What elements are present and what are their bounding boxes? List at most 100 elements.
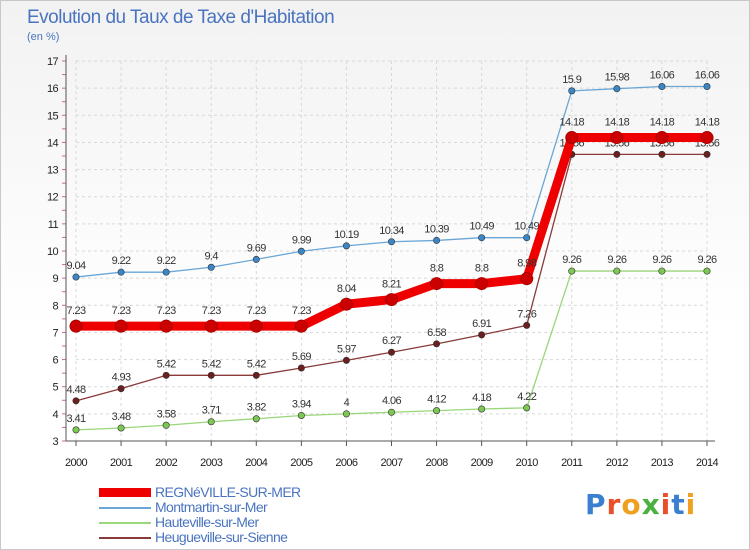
legend-label: Heugueville-sur-Sienne xyxy=(155,529,288,545)
data-point xyxy=(433,236,441,244)
data-label: 9.22 xyxy=(157,255,176,267)
y-tick-label: 7 xyxy=(52,327,58,339)
data-label: 10.49 xyxy=(514,221,539,233)
y-tick-label: 14 xyxy=(47,137,59,149)
data-label: 4.22 xyxy=(517,391,536,403)
data-label: 8.98 xyxy=(517,258,536,270)
logo-letter: t xyxy=(671,488,686,521)
data-point xyxy=(433,407,441,415)
data-label: 5.42 xyxy=(157,358,176,370)
data-label: 9.69 xyxy=(247,242,266,254)
data-label: 4.12 xyxy=(427,394,446,406)
legend-label: REGNéVILLE-SUR-MER xyxy=(155,484,301,500)
legend-swatch xyxy=(99,521,151,524)
data-point xyxy=(117,385,125,393)
data-label: 5.42 xyxy=(247,358,266,370)
data-point xyxy=(342,242,350,250)
data-label: 7.26 xyxy=(517,308,536,320)
x-tick-label: 2003 xyxy=(200,457,223,469)
data-label: 10.49 xyxy=(469,221,494,233)
y-tick-label: 4 xyxy=(52,409,58,421)
y-tick-label: 15 xyxy=(47,110,59,122)
legend-item: Heugueville-sur-Sienne xyxy=(99,530,301,545)
y-tick-label: 9 xyxy=(52,273,58,285)
data-label: 6.91 xyxy=(472,318,491,330)
data-point xyxy=(613,267,621,275)
data-point xyxy=(162,371,170,379)
data-label: 3.94 xyxy=(292,398,311,410)
y-tick-label: 10 xyxy=(47,246,59,258)
y-tick-label: 11 xyxy=(48,219,59,231)
logo-letter: i xyxy=(685,488,697,521)
data-label: 8.21 xyxy=(382,279,401,291)
data-point xyxy=(478,234,486,242)
y-tick-label: 16 xyxy=(47,83,59,95)
data-point xyxy=(565,131,579,145)
data-point xyxy=(385,293,398,307)
data-label: 10.19 xyxy=(334,229,359,241)
x-tick-label: 2006 xyxy=(335,457,358,469)
legend-swatch xyxy=(99,536,151,539)
data-label: 4.93 xyxy=(112,372,131,384)
data-point xyxy=(430,277,444,291)
data-point xyxy=(613,150,621,158)
data-point xyxy=(520,272,534,286)
data-point xyxy=(658,150,666,158)
legend-item: Hauteville-sur-Mer xyxy=(99,515,301,530)
data-label: 5.42 xyxy=(202,358,221,370)
data-point xyxy=(655,131,669,145)
data-point xyxy=(433,340,441,348)
y-tick-label: 8 xyxy=(52,300,58,312)
data-point xyxy=(294,319,308,333)
data-point xyxy=(162,268,170,276)
legend-swatch xyxy=(99,506,151,509)
data-label: 14.18 xyxy=(695,117,720,129)
data-point xyxy=(72,426,80,434)
logo-letter: r xyxy=(606,488,622,521)
data-label: 8.04 xyxy=(337,283,356,295)
data-point xyxy=(658,267,666,275)
x-tick-label: 2013 xyxy=(651,457,674,469)
data-label: 8.8 xyxy=(430,263,444,275)
data-label: 4 xyxy=(344,397,350,409)
data-point xyxy=(297,411,305,419)
x-tick-label: 2000 xyxy=(65,457,88,469)
logo-letter: P xyxy=(585,488,607,521)
data-label: 16.06 xyxy=(650,70,675,82)
x-tick-label: 2004 xyxy=(245,457,268,469)
data-label: 3.71 xyxy=(202,405,221,417)
data-point xyxy=(700,131,714,145)
data-label: 5.97 xyxy=(337,343,356,355)
data-point xyxy=(207,263,215,271)
x-tick-label: 2005 xyxy=(290,457,313,469)
data-label: 9.99 xyxy=(292,234,311,246)
logo-letter: o xyxy=(621,488,642,521)
x-tick-label: 2011 xyxy=(561,457,583,469)
data-label: 9.26 xyxy=(562,254,581,266)
data-label: 3.82 xyxy=(247,402,266,414)
data-point xyxy=(252,415,260,423)
data-point xyxy=(252,255,260,263)
legend-item: Montmartin-sur-Mer xyxy=(99,500,301,515)
legend-swatch xyxy=(99,488,151,497)
data-label: 4.48 xyxy=(66,384,85,396)
data-point xyxy=(117,268,125,276)
data-label: 8.8 xyxy=(475,263,489,275)
x-tick-label: 2002 xyxy=(155,457,178,469)
x-tick-label: 2012 xyxy=(606,457,629,469)
data-point xyxy=(703,150,711,158)
y-tick-label: 12 xyxy=(47,192,59,204)
data-point xyxy=(523,234,531,242)
y-tick-label: 17 xyxy=(47,56,59,68)
data-point xyxy=(117,424,125,432)
data-label: 7.23 xyxy=(157,305,176,317)
data-point xyxy=(342,410,350,418)
data-point xyxy=(523,404,531,412)
data-point xyxy=(658,83,666,91)
data-label: 3.41 xyxy=(66,413,85,425)
data-point xyxy=(72,273,80,281)
y-tick-label: 13 xyxy=(47,165,59,177)
data-label: 15.9 xyxy=(562,74,581,86)
data-label: 9.26 xyxy=(607,254,626,266)
